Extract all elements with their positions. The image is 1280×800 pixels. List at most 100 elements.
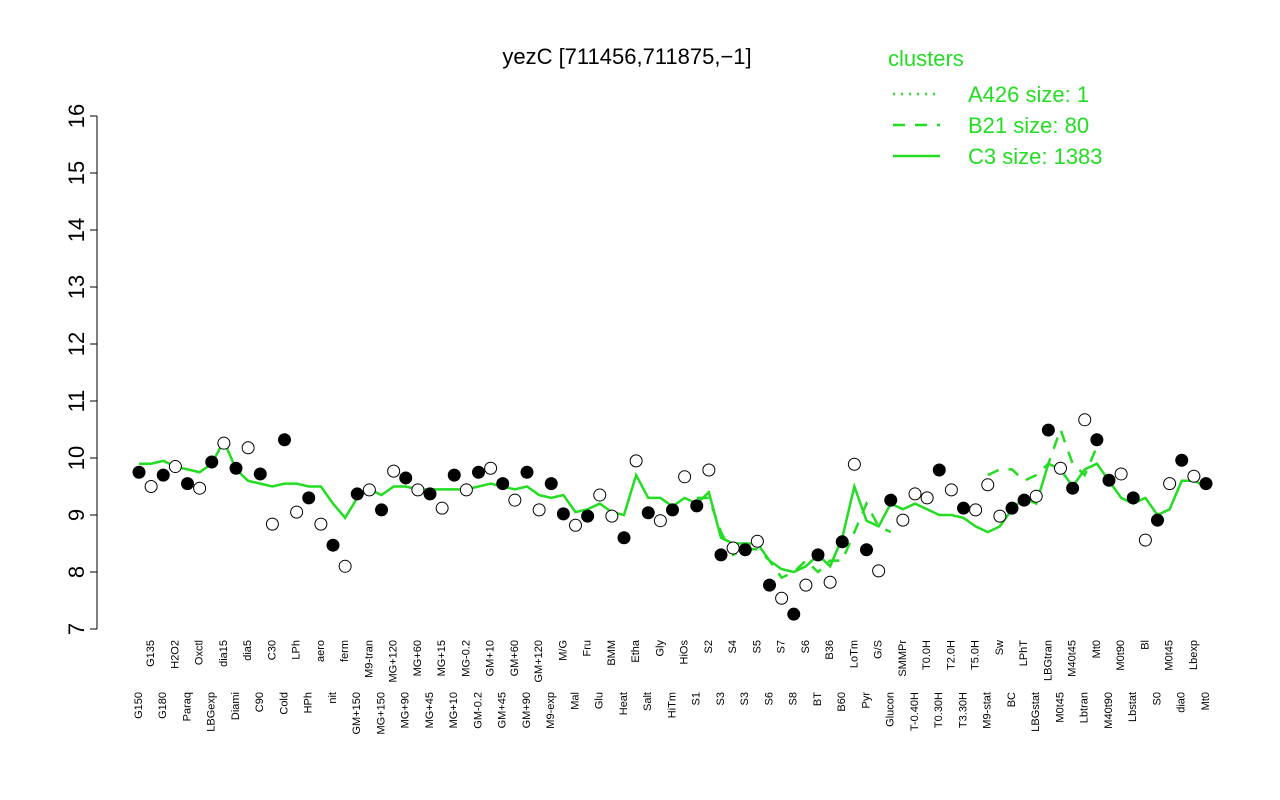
x-tick-label: T0.0H	[921, 640, 933, 670]
data-point	[435, 501, 449, 515]
data-point	[1029, 489, 1043, 503]
x-tick-label: BC	[1006, 692, 1018, 707]
data-point	[302, 491, 316, 505]
data-point	[1163, 477, 1177, 491]
x-tick-label: S2	[703, 640, 715, 653]
data-point	[617, 531, 631, 545]
x-tick-label: MG+120	[388, 640, 400, 683]
x-tick-label: S0	[1151, 692, 1163, 705]
data-point	[593, 488, 607, 502]
data-point	[787, 607, 801, 621]
x-tick-label: Glu	[594, 692, 606, 709]
x-tick-label: T2.0H	[945, 640, 957, 670]
x-tick-label: C90	[254, 692, 266, 712]
data-point	[690, 499, 704, 513]
data-point	[605, 509, 619, 523]
data-point	[823, 575, 837, 589]
x-tick-label: nit	[327, 692, 339, 704]
x-tick-label: aero	[315, 640, 327, 662]
x-tick-label: Lbstat	[1127, 692, 1139, 722]
x-tick-label: Salt	[642, 692, 654, 711]
x-tick-label: M40t45	[1067, 640, 1079, 677]
x-tick-label: HiOs	[679, 640, 691, 665]
legend-label: B21 size: 80	[968, 113, 1089, 138]
data-point	[932, 463, 946, 477]
cluster-line	[987, 425, 1099, 483]
x-tick-label: dia15	[218, 640, 230, 667]
data-point	[763, 578, 776, 592]
data-point	[411, 483, 425, 497]
data-point	[726, 541, 740, 555]
data-point	[399, 471, 413, 485]
y-tick-label: 15	[64, 161, 89, 185]
y-tick-label: 12	[64, 332, 89, 356]
data-point	[738, 543, 752, 557]
x-tick-label: G/S	[873, 640, 885, 659]
data-point	[144, 480, 158, 493]
data-point	[265, 517, 279, 531]
data-point	[835, 535, 849, 549]
data-point	[908, 487, 922, 501]
data-point	[132, 465, 146, 479]
x-tick-label: G180	[157, 692, 169, 719]
data-point	[1175, 453, 1189, 467]
data-point	[581, 509, 595, 523]
x-tick-label: MG-0.2	[460, 640, 472, 677]
data-point	[1017, 493, 1031, 507]
x-tick-label: MG+150	[375, 692, 387, 735]
x-tick-label: Lbtran	[1079, 692, 1091, 723]
data-point	[1126, 491, 1140, 505]
y-tick-label: 7	[64, 623, 89, 635]
x-tick-label: Bl	[1139, 640, 1151, 650]
x-tick-label: MG+90	[400, 692, 412, 728]
data-point	[556, 507, 570, 521]
y-tick-label: 11	[64, 390, 89, 413]
y-tick-label: 14	[64, 218, 89, 242]
data-point	[981, 478, 995, 492]
x-tick-label: SMMPr	[897, 640, 909, 677]
data-point	[860, 543, 873, 557]
x-tick-label: T-0.40H	[909, 692, 921, 731]
data-point	[156, 468, 170, 482]
x-tick-label: GM+90	[521, 692, 533, 728]
x-tick-label: S8	[788, 692, 800, 705]
x-tick-label: LPh	[291, 640, 303, 660]
x-tick-label: BT	[812, 692, 824, 706]
x-tick-label: M0t45	[1054, 692, 1066, 723]
data-point	[181, 477, 194, 491]
x-tick-label: C30	[266, 640, 278, 660]
data-point	[969, 503, 983, 517]
y-tick-label: 10	[64, 446, 89, 470]
x-tick-label: M/G	[557, 640, 569, 661]
data-point	[193, 481, 207, 495]
x-tick-label: LPhT	[1018, 640, 1030, 667]
data-point	[217, 436, 231, 450]
x-tick-label: GM+150	[351, 692, 363, 735]
x-tick-label: S3	[715, 692, 727, 705]
data-point	[678, 470, 692, 484]
data-point	[520, 465, 534, 479]
x-tick-label: M9-tran	[363, 640, 375, 678]
x-tick-label: M9-stat	[982, 692, 994, 729]
y-tick-label: 9	[64, 509, 89, 521]
data-point	[1005, 501, 1019, 515]
x-tick-label: S5	[751, 640, 763, 653]
x-tick-label: MG+15	[436, 640, 448, 676]
x-tick-label: S6	[800, 640, 812, 653]
data-point	[253, 467, 267, 481]
x-tick-label: S3	[739, 692, 751, 705]
data-point	[569, 518, 582, 532]
x-tick-label: Lbexp	[1188, 640, 1200, 670]
data-point	[241, 441, 255, 455]
x-tick-label: Heat	[618, 692, 630, 715]
data-point	[872, 564, 886, 578]
x-tick-label: BMM	[606, 640, 618, 666]
data-point	[1114, 467, 1128, 481]
x-tick-label: T5.0H	[970, 640, 982, 670]
data-point	[1187, 469, 1201, 483]
x-tick-label: M0t90	[1115, 640, 1127, 671]
data-point	[338, 559, 352, 573]
x-tick-label: HiTm	[666, 692, 678, 718]
x-tick-label: LoTm	[848, 640, 860, 668]
